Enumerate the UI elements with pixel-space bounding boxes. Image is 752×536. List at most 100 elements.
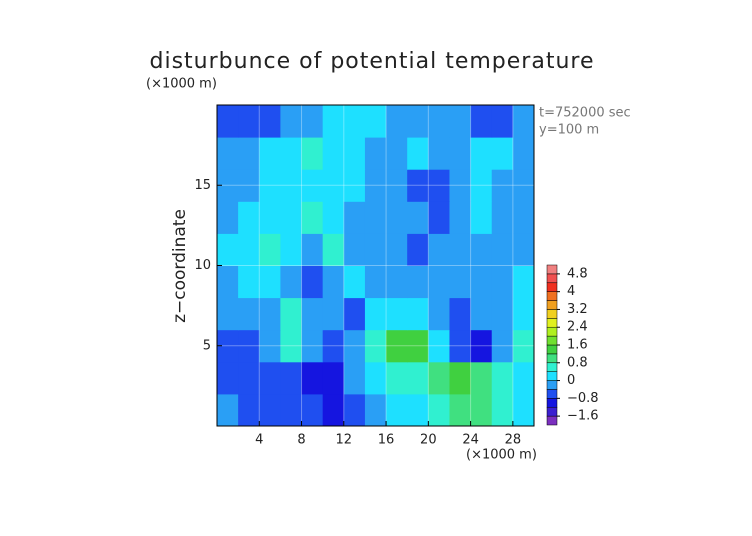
cell	[238, 233, 260, 266]
x-tick-label: 16	[378, 433, 395, 448]
colorbar-tick-label: 3.2	[567, 302, 588, 317]
cell	[238, 137, 260, 170]
colorbar-tick-label: 4.8	[567, 266, 588, 281]
cell	[343, 201, 366, 234]
cell	[301, 105, 324, 138]
cell	[428, 297, 450, 331]
cell	[449, 201, 472, 234]
cell	[470, 233, 493, 266]
cell	[301, 201, 324, 234]
cell	[322, 169, 345, 202]
cell	[470, 361, 493, 395]
cell	[491, 329, 514, 363]
cell	[364, 233, 387, 266]
cell	[217, 169, 239, 202]
cell	[301, 297, 324, 331]
cell	[322, 361, 345, 395]
cell	[322, 329, 345, 363]
cell	[217, 361, 239, 395]
cell	[343, 329, 366, 363]
cell	[280, 233, 303, 266]
cell	[407, 361, 429, 395]
cell	[512, 393, 535, 427]
cell	[491, 137, 514, 170]
cell	[470, 393, 493, 427]
colorbar-box	[546, 318, 558, 328]
cell	[322, 233, 345, 266]
cell	[470, 201, 493, 234]
chart-title: disturbunce of potential temperature	[150, 49, 595, 74]
y-tick-label: 10	[194, 258, 211, 273]
cell	[364, 297, 387, 331]
colorbar-box	[546, 344, 558, 355]
cell	[238, 361, 260, 395]
cell	[238, 201, 260, 234]
cell	[470, 137, 493, 170]
x-tick-label: 24	[462, 433, 479, 448]
cell	[386, 105, 408, 138]
cell	[301, 169, 324, 202]
colorbar-box	[546, 415, 558, 426]
cell	[259, 137, 281, 170]
cell	[322, 105, 345, 138]
cell	[386, 169, 408, 202]
cell	[512, 297, 535, 331]
cell	[449, 105, 472, 138]
cell	[386, 137, 408, 170]
cell	[491, 169, 514, 202]
annotation: t=752000 sec	[539, 106, 631, 121]
cell	[259, 393, 281, 427]
cell	[386, 201, 408, 234]
cell	[449, 265, 472, 299]
x-unit: (×1000 m)	[466, 448, 537, 463]
cell	[322, 265, 345, 299]
cell	[217, 233, 239, 266]
cell	[364, 201, 387, 234]
cell	[364, 105, 387, 138]
cell	[428, 233, 450, 266]
cell	[491, 201, 514, 234]
cell	[343, 105, 366, 138]
cell	[217, 201, 239, 234]
colorbar-box	[546, 353, 558, 364]
cell	[322, 201, 345, 234]
cell	[512, 201, 535, 234]
cell	[280, 329, 303, 363]
cell	[238, 297, 260, 331]
cell	[407, 329, 429, 363]
colorbar-box	[546, 309, 558, 319]
cell	[343, 169, 366, 202]
cell	[407, 201, 429, 234]
cell	[322, 137, 345, 170]
cell	[386, 265, 408, 299]
cell	[238, 329, 260, 363]
x-tick-label: 20	[420, 433, 437, 448]
cell	[280, 105, 303, 138]
cell	[428, 105, 450, 138]
colorbar-tick-label: −0.8	[567, 391, 599, 406]
cell	[449, 137, 472, 170]
cell	[428, 329, 450, 363]
cell	[407, 265, 429, 299]
cell	[449, 169, 472, 202]
cell	[343, 137, 366, 170]
colorbar-box	[546, 335, 558, 346]
cell	[407, 105, 429, 138]
cell	[512, 329, 535, 363]
cell	[428, 361, 450, 395]
cell	[301, 329, 324, 363]
cell	[259, 233, 281, 266]
cell	[512, 137, 535, 170]
field	[217, 105, 535, 427]
cell	[259, 201, 281, 234]
annotation: y=100 m	[539, 123, 599, 138]
y-tick-label: 15	[194, 178, 211, 193]
colorbar-box	[546, 371, 558, 381]
colorbar-box	[546, 389, 558, 399]
cell	[364, 169, 387, 202]
cell	[217, 329, 239, 363]
cell	[491, 361, 514, 395]
cell	[364, 265, 387, 299]
cell	[407, 169, 429, 202]
